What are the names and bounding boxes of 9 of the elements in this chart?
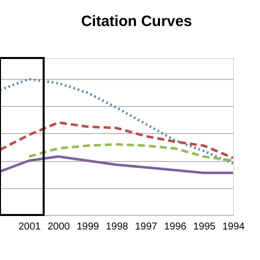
x-tick-label: 1996 bbox=[164, 222, 187, 232]
x-tick-label: 2001 bbox=[18, 222, 42, 232]
x-tick-label: 1994 bbox=[222, 222, 246, 232]
chart-title: Citation Curves bbox=[81, 13, 192, 30]
x-tick-label: 1999 bbox=[76, 222, 100, 232]
x-tick-label: 2000 bbox=[48, 222, 70, 232]
x-tick-label: 1998 bbox=[106, 222, 129, 232]
x-tick-label: 1997 bbox=[135, 222, 158, 232]
x-tick-label: 1995 bbox=[193, 222, 216, 232]
